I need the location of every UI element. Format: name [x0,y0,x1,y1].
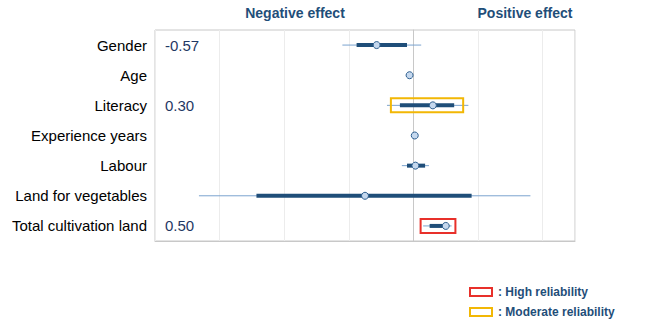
svg-text:Age: Age [120,67,147,84]
svg-text:Literacy: Literacy [94,97,147,114]
svg-text:-0.57: -0.57 [165,37,199,54]
svg-text:0.50: 0.50 [165,217,194,234]
svg-text:Land for vegetables: Land for vegetables [15,187,147,204]
svg-text:Positive effect: Positive effect [478,5,573,21]
svg-text:Gender: Gender [97,37,147,54]
svg-text:Negative effect: Negative effect [245,5,345,21]
svg-text:: Moderate reliability: : Moderate reliability [498,305,615,319]
svg-text:0.30: 0.30 [165,97,194,114]
svg-text:: High reliability: : High reliability [498,285,588,299]
svg-text:Experience years: Experience years [31,127,147,144]
svg-text:Labour: Labour [100,157,147,174]
svg-text:Total cultivation land: Total cultivation land [12,217,147,234]
